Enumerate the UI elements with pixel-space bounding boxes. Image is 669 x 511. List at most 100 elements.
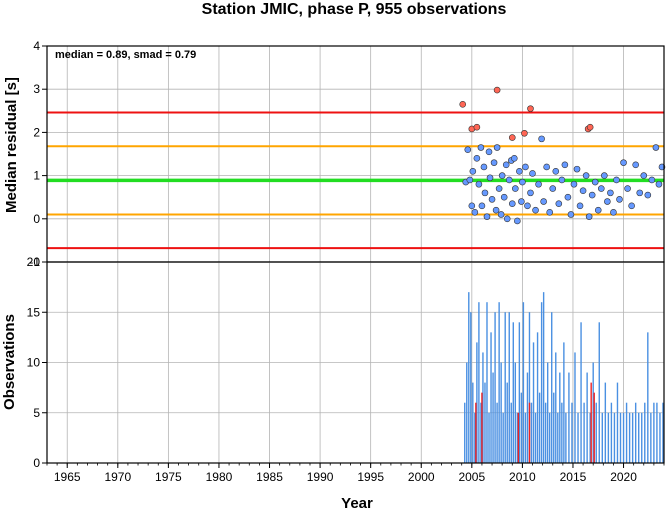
scatter-point-s1-0 — [459, 101, 467, 108]
observation-bar-s0-21 — [506, 382, 508, 463]
observations-panel-frame — [46, 261, 665, 464]
observation-bar-s0-39 — [542, 292, 545, 463]
observation-bar-s1-1 — [481, 392, 483, 463]
observation-bar-s0-52 — [571, 402, 573, 463]
observation-bar-s0-45 — [555, 352, 557, 463]
scatter-point-s0-71 — [636, 189, 644, 197]
scatter-point-s0-38 — [532, 206, 539, 214]
scatter-point-s0-52 — [573, 165, 581, 173]
scatter-point-s0-22 — [500, 193, 508, 201]
observation-bar-s0-14 — [492, 372, 494, 463]
observation-bar-s0-51 — [568, 372, 570, 463]
observation-bar-s0-72 — [631, 412, 634, 463]
observation-bar-s0-37 — [538, 392, 541, 463]
top-y-tick-label-1: 0 — [33, 212, 40, 226]
observation-bar-s0-68 — [619, 412, 622, 463]
observation-bar-s0-38 — [540, 302, 543, 463]
scatter-point-s0-33 — [519, 178, 526, 186]
x-tick-label-0: 1965 — [54, 470, 81, 484]
observations-panel: 0 5 10 15 20 1965 1970 1975 1980 1985 1990 1995 2000… — [27, 255, 665, 484]
observation-bar-s0-3 — [470, 312, 472, 463]
scatter-point-s0-39 — [535, 180, 542, 188]
scatter-point-s0-73 — [644, 191, 652, 199]
x-tick-label-11: 2020 — [610, 470, 637, 484]
scatter-point-s0-72 — [640, 172, 648, 179]
scatter-point-s0-57 — [588, 191, 596, 199]
observation-bar-s0-82 — [662, 402, 664, 463]
bottom-y-tick-label-2: 10 — [27, 356, 41, 370]
observation-bar-s0-29 — [522, 302, 525, 463]
scatter-point-s0-67 — [620, 159, 627, 166]
observation-bar-s0-57 — [586, 372, 588, 463]
scatter-point-s0-17 — [492, 206, 500, 214]
x-tick-label-2: 1975 — [155, 470, 182, 484]
scatter-point-s0-41 — [540, 198, 547, 205]
scatter-point-s0-55 — [582, 172, 590, 179]
scatter-point-s0-15 — [488, 196, 496, 203]
x-tick-label-7: 2000 — [408, 470, 435, 484]
scatter-point-s0-4 — [469, 167, 477, 175]
chart-title: Station JMIC, phase P, 955 observations — [202, 1, 507, 18]
scatter-point-s1-8 — [586, 123, 594, 131]
scatter-point-s0-16 — [490, 159, 498, 166]
top-y-tick-label-0: -1 — [29, 255, 40, 269]
scatter-point-s0-74 — [648, 176, 656, 184]
scatter-point-s0-58 — [591, 178, 599, 186]
observation-bar-s0-41 — [546, 362, 549, 463]
observation-bar-s0-63 — [604, 382, 607, 463]
observation-bar-s0-64 — [607, 412, 610, 463]
observation-bar-s0-27 — [518, 322, 521, 463]
observation-bar-s0-73 — [634, 402, 637, 463]
scatter-point-s0-64 — [610, 209, 617, 216]
scatter-point-s0-36 — [527, 189, 534, 197]
scatter-point-s0-69 — [628, 202, 635, 210]
scatter-point-s0-28 — [511, 155, 518, 162]
scatter-point-s0-11 — [481, 189, 489, 197]
scatter-point-s0-10 — [480, 163, 488, 171]
scatter-point-s0-50 — [567, 211, 575, 218]
observation-bar-s0-32 — [528, 312, 531, 463]
observation-bar-s0-77 — [647, 332, 649, 463]
observation-bar-s1-0 — [475, 402, 477, 463]
observation-bar-s0-55 — [580, 322, 582, 463]
observation-bar-s0-67 — [616, 382, 619, 463]
observation-bar-s0-15 — [494, 312, 496, 463]
observation-bar-s0-16 — [496, 402, 498, 463]
x-tick-label-3: 1980 — [206, 470, 233, 484]
observation-bar-s0-17 — [498, 302, 500, 463]
x-tick-label-1: 1970 — [104, 470, 131, 484]
scatter-point-s1-3 — [493, 86, 501, 94]
scatter-point-s0-68 — [624, 185, 631, 192]
observation-bar-s1-2 — [517, 412, 520, 463]
scatter-point-s0-54 — [579, 187, 587, 195]
observation-bar-s0-44 — [553, 392, 555, 463]
scatter-point-s0-45 — [552, 167, 560, 175]
observation-bar-s0-65 — [610, 402, 613, 463]
observation-bar-s0-56 — [583, 402, 585, 463]
observation-bar-s0-75 — [641, 412, 643, 463]
observation-bar-s0-18 — [500, 362, 502, 463]
observation-bar-s0-58 — [589, 412, 591, 463]
observation-bar-s0-66 — [613, 412, 616, 463]
scatter-point-s0-21 — [498, 172, 506, 179]
x-tick-label-5: 1990 — [307, 470, 334, 484]
observation-bar-s1-4 — [590, 382, 592, 463]
observation-bar-s0-6 — [476, 342, 478, 463]
scatter-point-s0-3 — [468, 202, 476, 210]
observation-bar-s0-53 — [574, 352, 576, 463]
observation-bar-s0-28 — [520, 392, 523, 463]
observation-bar-s0-20 — [504, 312, 506, 463]
scatter-point-s0-37 — [529, 170, 536, 177]
observation-bar-s0-81 — [659, 412, 661, 463]
observation-bar-s0-19 — [502, 412, 504, 463]
scatter-point-s0-63 — [607, 189, 614, 197]
x-tick-label-4: 1985 — [256, 470, 283, 484]
scatter-point-s0-19 — [495, 185, 503, 192]
observation-bar-s0-48 — [561, 402, 563, 463]
scatter-point-s0-75 — [652, 144, 660, 151]
scatter-point-s0-59 — [594, 206, 602, 214]
scatter-point-s0-1 — [464, 146, 472, 153]
observation-bar-s0-46 — [557, 412, 559, 463]
scatter-point-s0-5 — [471, 209, 479, 216]
observation-bar-s0-26 — [516, 412, 519, 463]
